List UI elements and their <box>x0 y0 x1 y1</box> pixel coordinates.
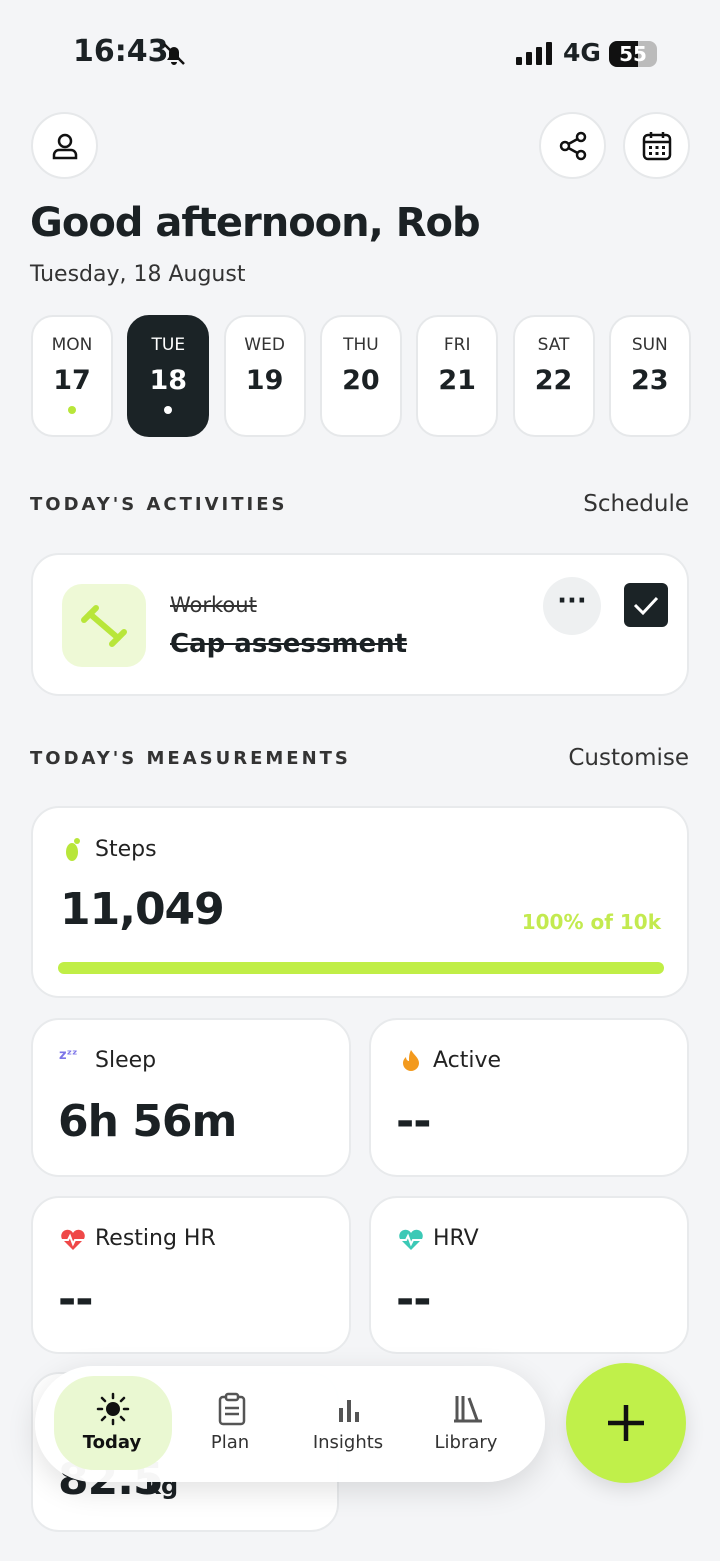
tab-label[interactable]: Plan <box>210 1432 250 1453</box>
steps-card[interactable]: Steps 11,049 100% of 10k <box>31 806 689 998</box>
day-card[interactable]: MON 17 <box>31 315 113 437</box>
battery: 55 <box>609 41 657 67</box>
day-card[interactable]: FRI 21 <box>416 315 499 437</box>
sleep-card[interactable]: zᶻᶻ Sleep 6h 56m <box>31 1018 351 1177</box>
resting-hr-label: Resting HR <box>95 1226 216 1251</box>
day-card[interactable]: WED 19 <box>223 315 306 437</box>
steps-value: 11,049 <box>60 884 225 935</box>
activity-type: Workout <box>170 593 257 617</box>
hrv-value: -- <box>396 1274 432 1325</box>
sleep-label: Sleep <box>95 1048 157 1073</box>
day-name: FRI <box>443 335 471 355</box>
section-heading: TODAY'S MEASUREMENTS <box>30 748 351 769</box>
activity-card[interactable]: Workout Cap assessment ··· <box>31 553 689 696</box>
today-icon <box>96 1392 130 1426</box>
day-date: 17 <box>53 365 91 396</box>
active-label: Active <box>433 1048 502 1073</box>
day-card[interactable]: THU 20 <box>319 315 402 437</box>
steps-icon <box>66 838 80 861</box>
schedule-link[interactable]: Schedule <box>583 491 689 517</box>
customise-link[interactable]: Customise <box>568 745 689 771</box>
day-date: 21 <box>438 365 476 396</box>
day-date: 23 <box>631 365 669 396</box>
day-name: SUN <box>631 335 668 355</box>
day-date: 22 <box>534 365 573 396</box>
tab-label[interactable]: Today <box>82 1432 142 1453</box>
tab-label[interactable]: Library <box>434 1432 498 1453</box>
signal-icon <box>516 42 552 65</box>
day-date: 20 <box>342 365 380 396</box>
share-button[interactable] <box>539 112 606 179</box>
section-heading: TODAY'S ACTIVITIES <box>30 494 288 515</box>
insights-icon <box>339 1400 359 1422</box>
active-value: -- <box>396 1096 432 1147</box>
sleep-value: 6h 56m <box>58 1096 237 1147</box>
day-date: 19 <box>245 365 284 396</box>
day-card[interactable]: SUN 23 <box>608 315 691 437</box>
activity-name: Cap assessment <box>170 629 408 659</box>
add-button[interactable] <box>566 1363 686 1483</box>
steps-progress <box>58 962 664 974</box>
day-name: MON <box>51 335 93 355</box>
greeting: Good afternoon, Rob <box>30 200 481 246</box>
activity-icon <box>62 584 146 667</box>
active-card[interactable]: Active -- <box>369 1018 689 1177</box>
day-date: 18 <box>149 365 188 396</box>
resting-hr-card[interactable]: Resting HR -- <box>31 1196 351 1354</box>
day-dot <box>164 406 173 414</box>
day-card[interactable]: SAT 22 <box>512 315 595 437</box>
steps-label: Steps <box>95 837 157 862</box>
checkbox[interactable] <box>624 583 668 627</box>
date: Tuesday, 18 August <box>30 262 246 287</box>
day-name: SAT <box>537 335 570 355</box>
calendar-button[interactable] <box>623 112 690 179</box>
more-button[interactable]: ··· <box>543 577 601 635</box>
heart-icon <box>61 1229 85 1250</box>
hrv-card[interactable]: HRV -- <box>369 1196 689 1354</box>
plan-icon <box>218 1392 246 1426</box>
library-icon <box>454 1396 482 1423</box>
sleep-icon: zᶻᶻ <box>59 1048 78 1063</box>
active-icon <box>403 1050 419 1071</box>
day-dot <box>68 406 76 414</box>
day-name: TUE <box>151 335 186 355</box>
hrv-label: HRV <box>433 1226 479 1251</box>
mute-icon <box>163 43 185 65</box>
day-card[interactable]: TUE 18 <box>127 315 210 437</box>
status-time: 16:43 <box>73 34 169 69</box>
resting-hr-value: -- <box>58 1274 94 1325</box>
hrv-icon <box>399 1229 423 1250</box>
network: 4G <box>563 38 601 67</box>
profile-button[interactable] <box>31 112 98 179</box>
day-name: THU <box>343 335 379 355</box>
tab-bar <box>35 1366 545 1482</box>
day-name: WED <box>244 335 285 355</box>
steps-goal: 100% of 10k <box>521 910 661 934</box>
tab-label[interactable]: Insights <box>312 1432 384 1453</box>
